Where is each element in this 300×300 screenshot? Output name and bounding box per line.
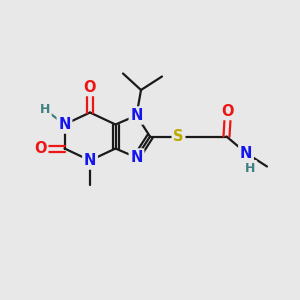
- Text: O: O: [222, 103, 234, 118]
- Text: N: N: [240, 146, 252, 160]
- Text: H: H: [245, 161, 256, 175]
- Text: N: N: [58, 117, 71, 132]
- Text: N: N: [84, 153, 96, 168]
- Text: H: H: [40, 103, 50, 116]
- Text: O: O: [84, 80, 96, 94]
- Text: N: N: [130, 108, 143, 123]
- Text: N: N: [130, 150, 143, 165]
- Text: O: O: [34, 141, 47, 156]
- Text: S: S: [173, 129, 184, 144]
